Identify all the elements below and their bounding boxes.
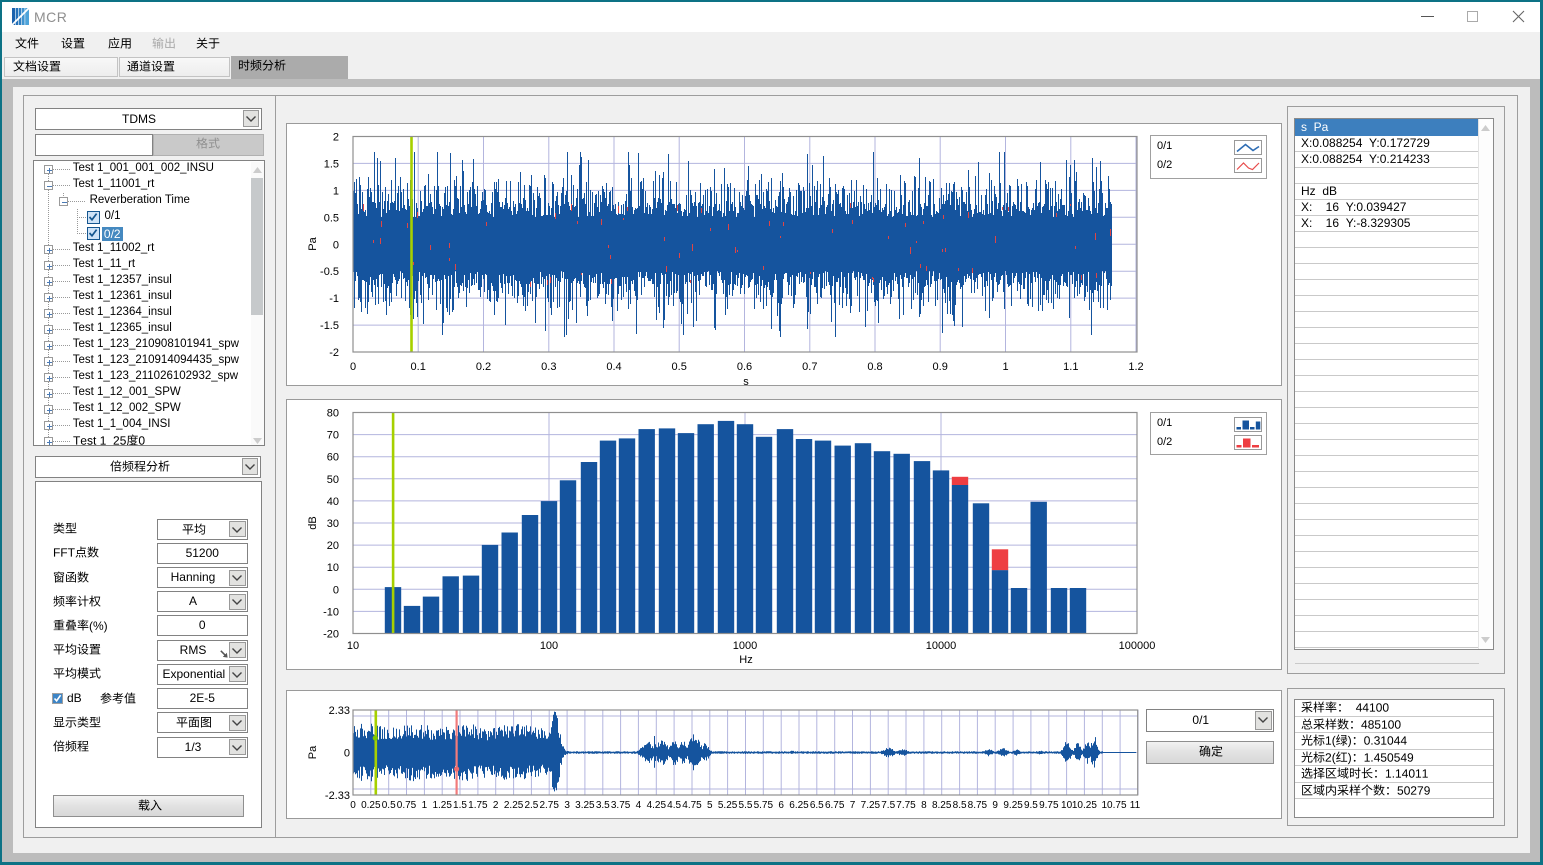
- svg-text:0.9: 0.9: [933, 361, 948, 373]
- svg-text:3: 3: [564, 800, 570, 811]
- svg-text:1: 1: [333, 185, 339, 197]
- svg-text:10: 10: [347, 640, 359, 652]
- svg-text:8.25: 8.25: [932, 800, 952, 811]
- svg-text:2: 2: [333, 132, 339, 144]
- svg-text:0.3: 0.3: [541, 361, 556, 373]
- svg-text:Pa: Pa: [307, 236, 319, 250]
- svg-text:7.25: 7.25: [861, 800, 881, 811]
- svg-text:4.5: 4.5: [667, 800, 681, 811]
- svg-text:5.25: 5.25: [718, 800, 738, 811]
- svg-text:1.2: 1.2: [1128, 361, 1143, 373]
- svg-text:2.33: 2.33: [329, 705, 350, 717]
- svg-text:1000: 1000: [733, 640, 757, 652]
- svg-text:1.5: 1.5: [453, 800, 467, 811]
- svg-text:-0.5: -0.5: [320, 266, 339, 278]
- svg-text:1.75: 1.75: [468, 800, 488, 811]
- svg-text:3.25: 3.25: [575, 800, 595, 811]
- svg-text:10000: 10000: [926, 640, 957, 652]
- svg-text:100000: 100000: [1119, 640, 1156, 652]
- svg-text:0: 0: [333, 584, 339, 596]
- svg-text:-2: -2: [329, 347, 339, 359]
- svg-text:9.25: 9.25: [1003, 800, 1023, 811]
- svg-text:20: 20: [327, 540, 339, 552]
- svg-text:-20: -20: [323, 629, 339, 641]
- svg-text:0.5: 0.5: [382, 800, 396, 811]
- svg-text:7.5: 7.5: [881, 800, 895, 811]
- svg-text:7.75: 7.75: [896, 800, 916, 811]
- svg-text:7: 7: [850, 800, 856, 811]
- svg-text:1.5: 1.5: [324, 158, 339, 170]
- svg-text:s: s: [743, 376, 749, 388]
- svg-text:0.8: 0.8: [867, 361, 882, 373]
- svg-text:-1.5: -1.5: [320, 320, 339, 332]
- svg-text:30: 30: [327, 518, 339, 530]
- svg-text:60: 60: [327, 452, 339, 464]
- svg-text:6.75: 6.75: [825, 800, 845, 811]
- svg-text:10.75: 10.75: [1101, 800, 1126, 811]
- svg-text:-10: -10: [323, 606, 339, 618]
- svg-text:1.25: 1.25: [432, 800, 452, 811]
- svg-text:5.75: 5.75: [754, 800, 774, 811]
- svg-text:6: 6: [778, 800, 784, 811]
- svg-text:40: 40: [327, 496, 339, 508]
- svg-text:50: 50: [327, 474, 339, 486]
- svg-text:-1: -1: [329, 293, 339, 305]
- svg-text:4.25: 4.25: [647, 800, 667, 811]
- svg-text:0.4: 0.4: [606, 361, 621, 373]
- svg-text:4.75: 4.75: [682, 800, 702, 811]
- svg-text:0: 0: [350, 800, 356, 811]
- svg-text:0.75: 0.75: [397, 800, 417, 811]
- svg-text:11: 11: [1130, 800, 1141, 811]
- svg-text:8: 8: [921, 800, 927, 811]
- svg-text:1: 1: [1002, 361, 1008, 373]
- svg-text:70: 70: [327, 430, 339, 442]
- svg-text:10.25: 10.25: [1072, 800, 1097, 811]
- svg-text:3.75: 3.75: [611, 800, 631, 811]
- svg-text:80: 80: [327, 408, 339, 420]
- svg-text:0: 0: [333, 239, 339, 251]
- svg-text:2.25: 2.25: [504, 800, 524, 811]
- svg-text:0: 0: [350, 361, 356, 373]
- svg-text:2.75: 2.75: [539, 800, 559, 811]
- svg-text:0: 0: [344, 748, 350, 760]
- svg-text:5: 5: [707, 800, 713, 811]
- svg-text:Hz: Hz: [739, 654, 752, 666]
- svg-text:100: 100: [540, 640, 558, 652]
- svg-text:6.5: 6.5: [810, 800, 824, 811]
- svg-text:9.5: 9.5: [1024, 800, 1038, 811]
- svg-text:6.25: 6.25: [789, 800, 809, 811]
- svg-text:0.5: 0.5: [324, 212, 339, 224]
- svg-text:5.5: 5.5: [739, 800, 753, 811]
- svg-text:2.5: 2.5: [524, 800, 538, 811]
- svg-text:1.1: 1.1: [1063, 361, 1078, 373]
- svg-text:0.7: 0.7: [802, 361, 817, 373]
- svg-text:10: 10: [327, 562, 339, 574]
- svg-text:-2.33: -2.33: [325, 790, 350, 802]
- svg-text:2: 2: [493, 800, 499, 811]
- svg-text:9.75: 9.75: [1039, 800, 1059, 811]
- svg-text:dB: dB: [307, 516, 319, 529]
- svg-text:8.5: 8.5: [953, 800, 967, 811]
- svg-text:3.5: 3.5: [596, 800, 610, 811]
- svg-text:0.2: 0.2: [476, 361, 491, 373]
- svg-text:0.25: 0.25: [361, 800, 381, 811]
- svg-text:0.1: 0.1: [411, 361, 426, 373]
- svg-text:10: 10: [1061, 800, 1073, 811]
- svg-text:9: 9: [992, 800, 998, 811]
- svg-text:0.5: 0.5: [672, 361, 687, 373]
- svg-text:Pa: Pa: [307, 745, 319, 759]
- svg-text:8.75: 8.75: [968, 800, 988, 811]
- svg-text:1: 1: [422, 800, 428, 811]
- svg-text:4: 4: [636, 800, 642, 811]
- svg-text:0.6: 0.6: [737, 361, 752, 373]
